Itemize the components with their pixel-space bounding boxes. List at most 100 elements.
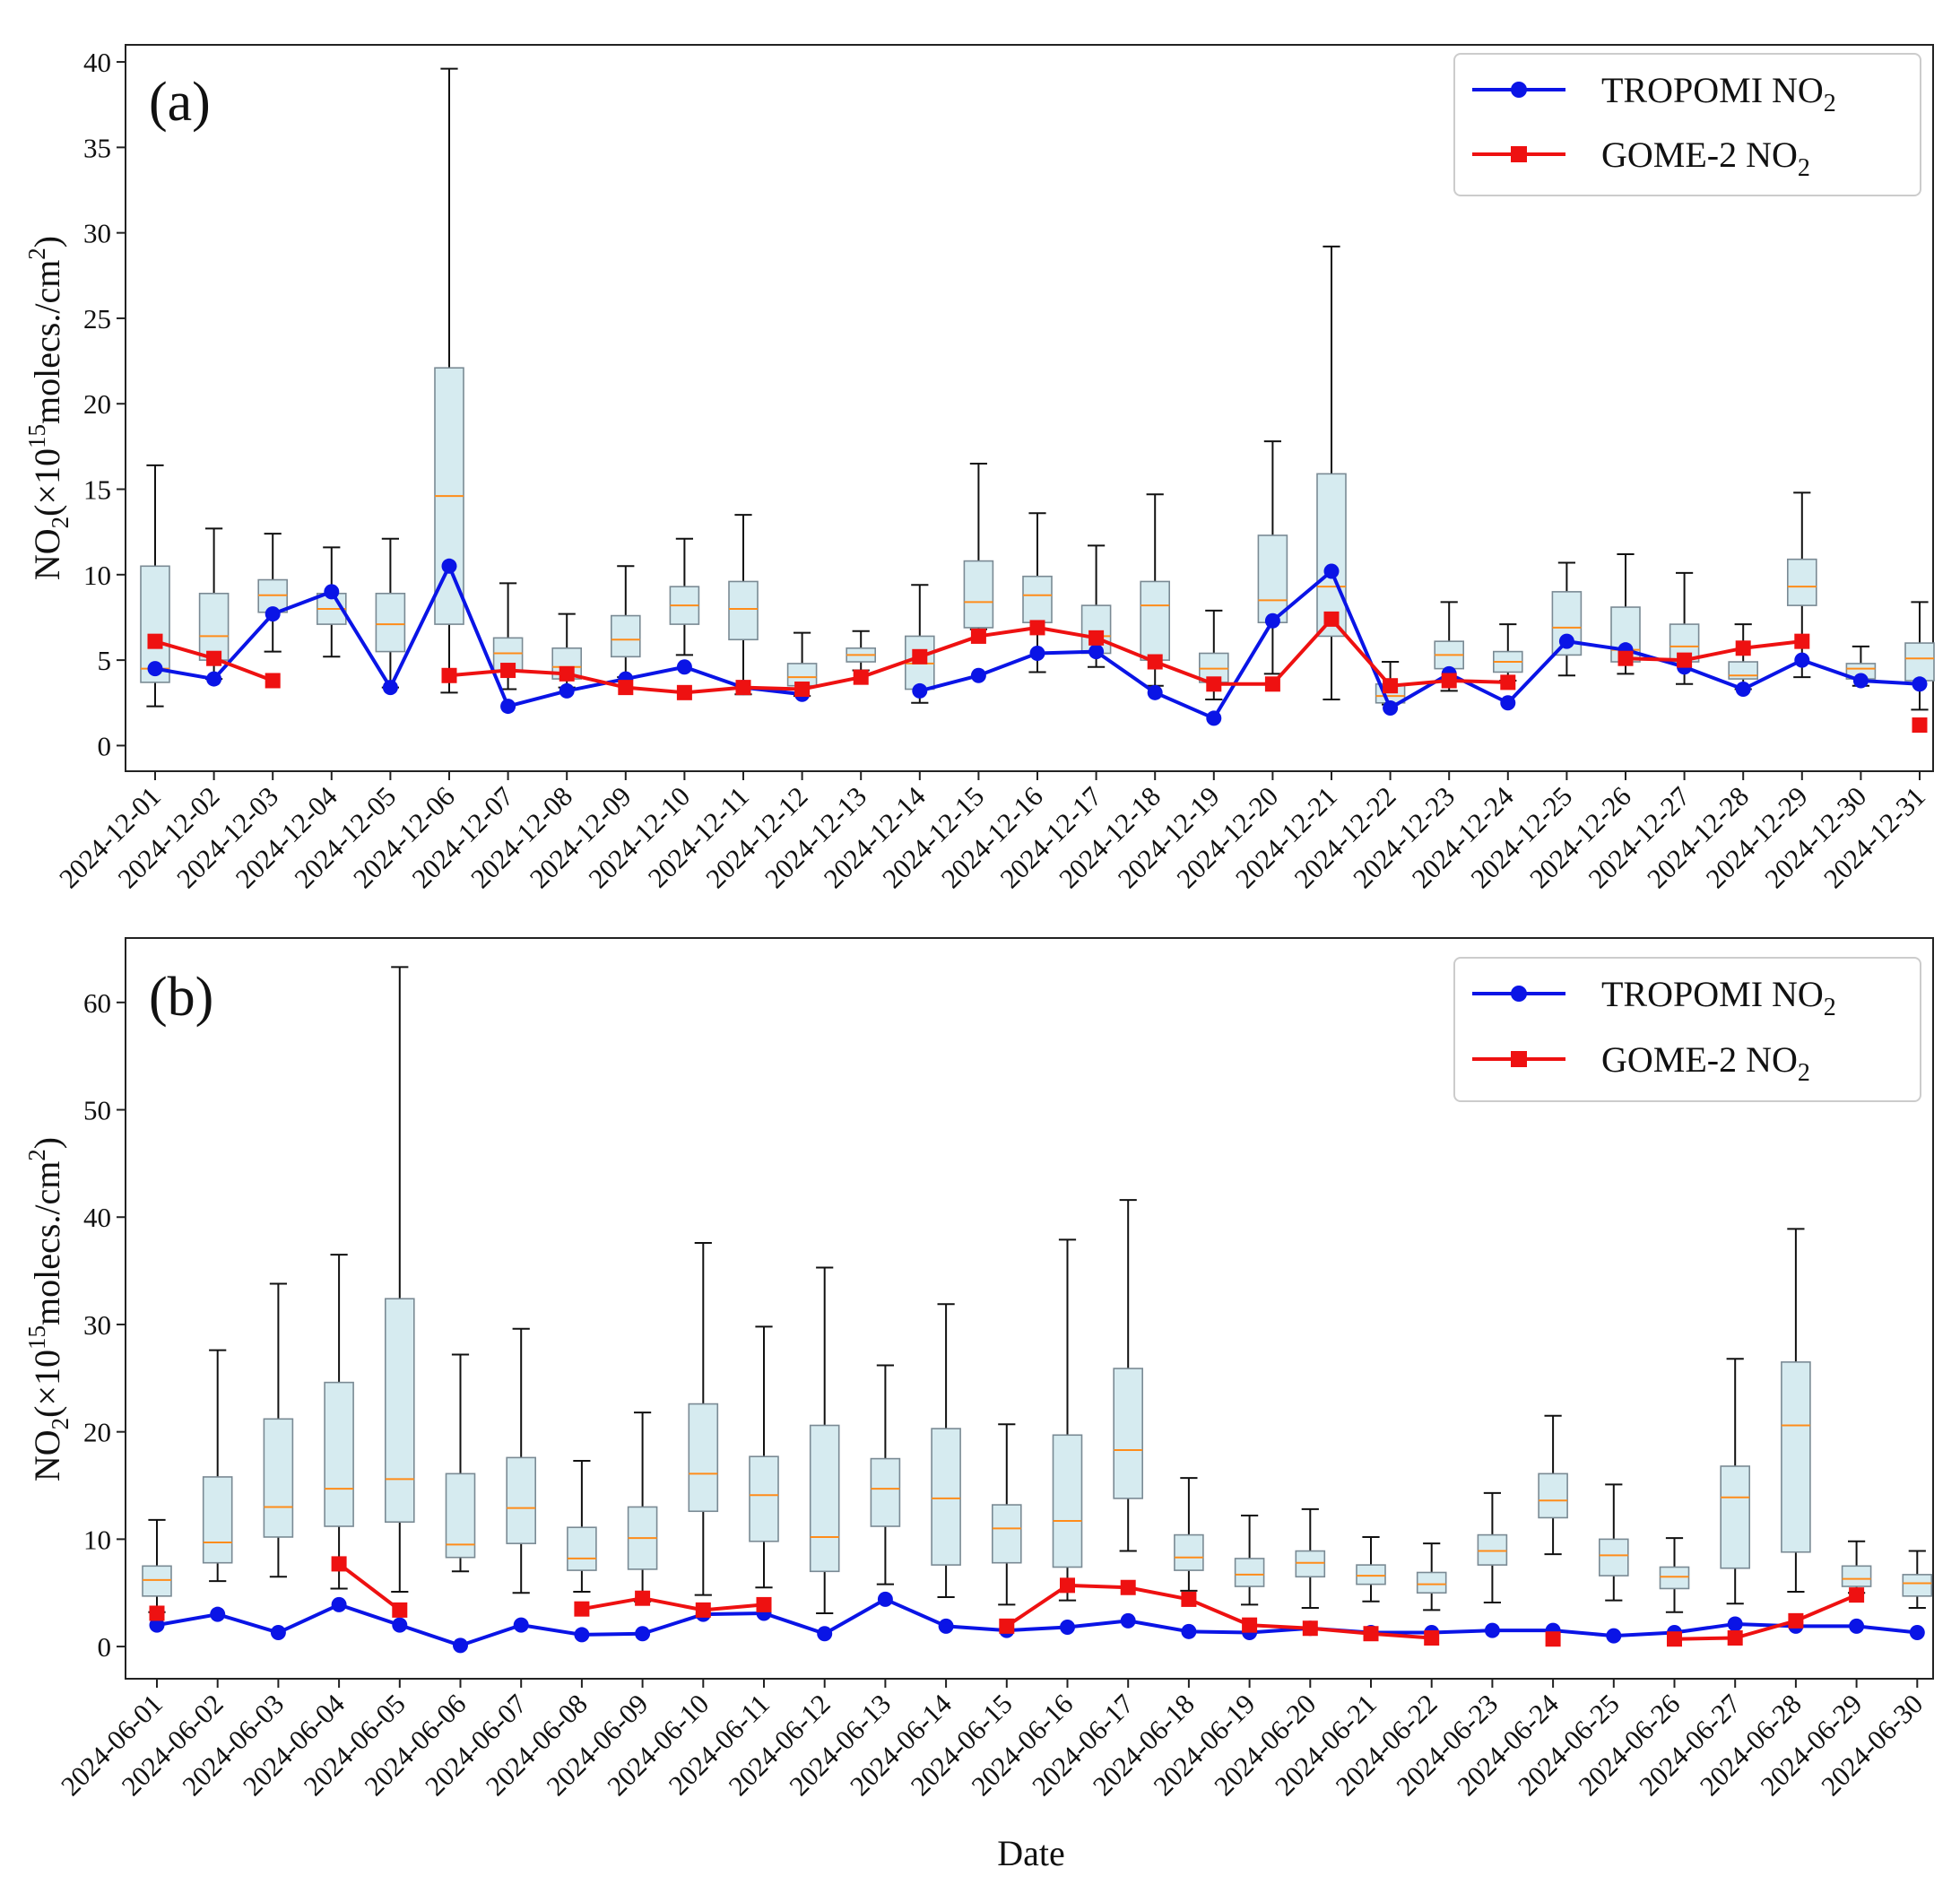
panel-a-ytick-label: 35 bbox=[83, 132, 111, 163]
panel-b-boxes bbox=[142, 966, 1933, 1614]
gome2-point-2024-12-17 bbox=[1088, 630, 1105, 646]
gome2-point-2024-06-26 bbox=[1667, 1631, 1682, 1647]
tropomi-point-2024-12-04 bbox=[324, 584, 340, 600]
gome2-point-2024-12-18 bbox=[1147, 654, 1163, 670]
iqr-box bbox=[1781, 1361, 1811, 1553]
iqr-box bbox=[384, 1298, 415, 1524]
panel-b-box-2024-06-25 bbox=[1599, 1483, 1629, 1602]
panel-a-box-2024-12-25 bbox=[1551, 561, 1583, 677]
iqr-box bbox=[1416, 1571, 1447, 1594]
iqr-box bbox=[749, 1455, 779, 1542]
panel-a-legend-tropomi-marker bbox=[1511, 82, 1527, 98]
gome2-point-2024-06-21 bbox=[1363, 1626, 1379, 1642]
tropomi-point-2024-06-05 bbox=[392, 1617, 408, 1633]
panel-a-box-2024-12-05 bbox=[375, 537, 406, 689]
panel-b-box-2024-06-10 bbox=[688, 1241, 719, 1596]
panel-b-box-2024-06-03 bbox=[263, 1282, 294, 1578]
panel-a-box-2024-12-24 bbox=[1493, 623, 1523, 682]
iqr-box bbox=[963, 560, 994, 629]
gome2-point-2024-06-09 bbox=[635, 1590, 651, 1606]
panel-a-box-2024-12-18 bbox=[1140, 493, 1170, 687]
iqr-box bbox=[142, 1565, 172, 1597]
panel-a-series-gome2 bbox=[147, 611, 1928, 734]
tropomi-point-2024-12-31 bbox=[1912, 676, 1928, 692]
panel-b-box-2024-06-24 bbox=[1538, 1414, 1568, 1556]
iqr-box bbox=[324, 1381, 354, 1527]
tropomi-point-2024-12-14 bbox=[912, 682, 928, 699]
iqr-box bbox=[1295, 1550, 1326, 1578]
panel-a-box-2024-12-21 bbox=[1316, 245, 1347, 700]
iqr-box bbox=[1841, 1565, 1872, 1587]
tropomi-point-2024-12-21 bbox=[1323, 563, 1340, 579]
gome2-point-2024-06-16 bbox=[1060, 1577, 1075, 1594]
gome2-point-2024-12-03 bbox=[265, 673, 281, 689]
gome2-point-2024-06-08 bbox=[574, 1601, 590, 1617]
gome2-point-2024-12-27 bbox=[1677, 652, 1693, 668]
tropomi-point-2024-06-03 bbox=[270, 1625, 286, 1641]
panel-b-box-2024-06-01 bbox=[142, 1518, 172, 1613]
panel-b-box-2024-06-12 bbox=[809, 1266, 840, 1614]
iqr-box bbox=[1234, 1558, 1265, 1587]
gome2-point-2024-12-20 bbox=[1264, 676, 1280, 692]
gome2-point-2024-12-14 bbox=[912, 648, 928, 665]
panel-b-ytick-label: 10 bbox=[83, 1524, 111, 1555]
iqr-box bbox=[809, 1424, 840, 1573]
tropomi-point-2024-06-08 bbox=[574, 1627, 590, 1643]
panel-b-box-2024-06-11 bbox=[749, 1325, 779, 1589]
gome2-line-segment bbox=[337, 1562, 402, 1611]
panel-a-box-2024-12-13 bbox=[846, 630, 877, 672]
iqr-box bbox=[567, 1526, 597, 1571]
iqr-box bbox=[992, 1504, 1022, 1564]
tropomi-point-2024-06-29 bbox=[1849, 1618, 1865, 1634]
gome2-point-2024-12-15 bbox=[970, 628, 986, 644]
panel-b-ytick-label: 30 bbox=[83, 1309, 111, 1341]
tropomi-line-segment bbox=[154, 564, 802, 708]
panel-b-legend-gome2-label: GOME-2 NO2 bbox=[1601, 1039, 1810, 1087]
gome2-point-2024-12-23 bbox=[1441, 673, 1457, 689]
gome2-point-2024-12-22 bbox=[1383, 678, 1399, 694]
panel-a-x-axis: 2024-12-012024-12-022024-12-032024-12-04… bbox=[53, 771, 1931, 894]
tropomi-line-segment bbox=[919, 569, 1921, 720]
tropomi-point-2024-06-23 bbox=[1484, 1622, 1500, 1638]
iqr-box bbox=[506, 1456, 537, 1544]
panel-b-box-2024-06-09 bbox=[627, 1412, 658, 1603]
gome2-point-2024-06-28 bbox=[1788, 1612, 1804, 1629]
panel-a-box-2024-12-11 bbox=[728, 514, 759, 696]
panel-a-legend-gome2-marker bbox=[1511, 146, 1527, 162]
tropomi-point-2024-06-16 bbox=[1060, 1620, 1075, 1636]
panel-b-box-2024-06-07 bbox=[506, 1327, 537, 1594]
tropomi-point-2024-12-01 bbox=[147, 661, 163, 677]
iqr-box bbox=[1904, 642, 1935, 682]
iqr-box bbox=[688, 1403, 719, 1513]
gome2-point-2024-12-29 bbox=[1794, 633, 1810, 649]
gome2-point-2024-06-20 bbox=[1302, 1620, 1318, 1637]
panel-b-box-2024-06-16 bbox=[1052, 1238, 1083, 1602]
gome2-line-segment bbox=[1005, 1583, 1432, 1640]
gome2-line-segment bbox=[581, 1596, 765, 1612]
gome2-point-2024-12-13 bbox=[853, 669, 869, 685]
panel-b-ytick-label: 20 bbox=[83, 1417, 111, 1448]
gome2-point-2024-12-06 bbox=[441, 667, 457, 683]
gome2-point-2024-12-31 bbox=[1912, 717, 1928, 734]
panel-b-box-2024-06-28 bbox=[1781, 1228, 1811, 1594]
tropomi-point-2024-06-09 bbox=[635, 1626, 651, 1642]
iqr-box bbox=[1022, 575, 1053, 623]
tropomi-point-2024-12-16 bbox=[1029, 645, 1045, 661]
tropomi-point-2024-12-17 bbox=[1088, 644, 1105, 660]
iqr-box bbox=[728, 580, 759, 641]
gome2-point-2024-12-16 bbox=[1029, 620, 1045, 636]
panel-a-ytick-label: 5 bbox=[98, 645, 112, 676]
panel-b-box-2024-06-02 bbox=[202, 1349, 233, 1583]
tropomi-point-2024-06-30 bbox=[1909, 1625, 1925, 1641]
gome2-line-segment bbox=[1674, 1593, 1858, 1641]
panel-b-box-2024-06-20 bbox=[1295, 1507, 1326, 1609]
iqr-box bbox=[610, 614, 641, 658]
panel-a-ytick-label: 30 bbox=[83, 218, 111, 249]
tropomi-line-segment bbox=[156, 1597, 1918, 1647]
iqr-box bbox=[1257, 534, 1288, 623]
gome2-point-2024-06-11 bbox=[756, 1596, 772, 1612]
gome2-point-2024-12-10 bbox=[676, 684, 692, 700]
gome2-point-2024-06-18 bbox=[1181, 1591, 1197, 1607]
gome2-point-2024-12-11 bbox=[735, 680, 751, 696]
